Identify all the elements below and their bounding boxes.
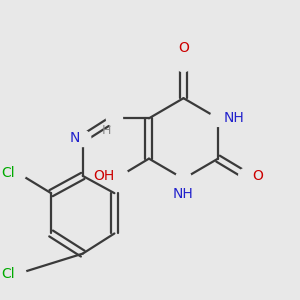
Circle shape [75, 130, 91, 146]
Circle shape [210, 110, 226, 126]
Text: O: O [178, 41, 189, 55]
Text: NH: NH [224, 111, 244, 125]
Text: Cl: Cl [2, 166, 15, 180]
Circle shape [112, 168, 128, 184]
Text: Cl: Cl [2, 267, 15, 281]
Circle shape [176, 171, 191, 187]
Text: N: N [70, 131, 80, 146]
Circle shape [106, 110, 122, 126]
Circle shape [10, 165, 26, 181]
Text: O: O [253, 169, 263, 183]
Circle shape [176, 56, 191, 72]
Circle shape [10, 266, 26, 282]
Circle shape [239, 168, 255, 184]
Text: OH: OH [93, 169, 114, 183]
Text: NH: NH [173, 188, 194, 201]
Text: H: H [102, 124, 112, 137]
